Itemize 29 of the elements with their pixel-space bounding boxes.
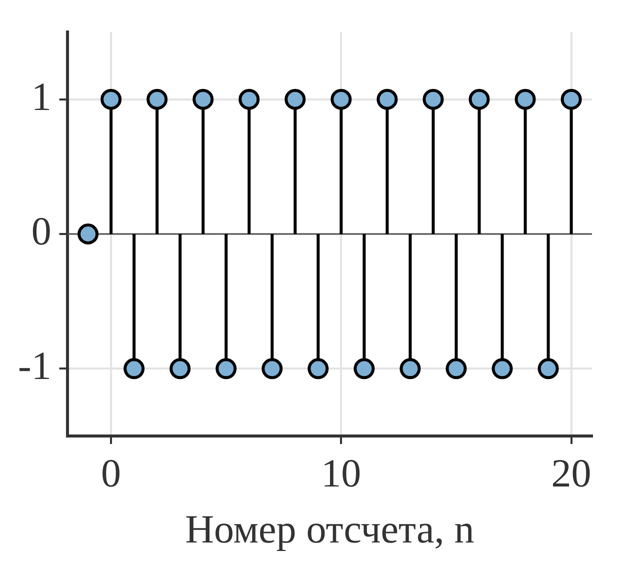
point (192, 88, 214, 110)
point (400, 358, 421, 380)
y-tick-label: 1 (31, 74, 52, 119)
point (446, 358, 467, 380)
point (284, 88, 306, 110)
point (262, 358, 283, 380)
x-tick-label: 20 (551, 450, 592, 496)
x-axis-title: Номер отсчета, n (185, 506, 474, 552)
point (308, 358, 329, 380)
point (538, 358, 559, 380)
point (422, 88, 444, 110)
y-tick-label: -1 (18, 343, 52, 388)
point (216, 358, 237, 380)
point (238, 88, 260, 110)
point (330, 88, 352, 110)
point (468, 88, 490, 110)
x-tick-label: 0 (101, 450, 122, 496)
point (78, 224, 99, 244)
point (354, 358, 375, 380)
point (560, 88, 582, 110)
point (492, 358, 513, 380)
point (146, 88, 168, 110)
point (124, 358, 145, 380)
point (100, 88, 122, 110)
point (170, 358, 191, 380)
point (514, 88, 536, 110)
y-tick-label: 0 (31, 208, 52, 254)
x-tick-label: 10 (321, 450, 362, 496)
point (376, 88, 398, 110)
